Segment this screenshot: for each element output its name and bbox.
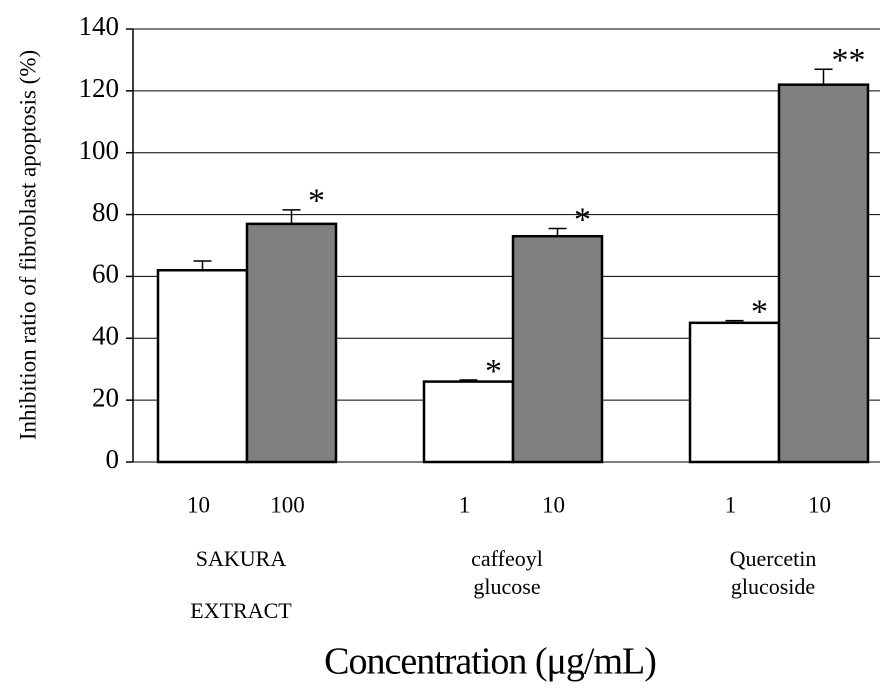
group-label: EXTRACT bbox=[190, 598, 292, 623]
bar bbox=[245, 222, 338, 464]
x-tick-label: 100 bbox=[270, 492, 305, 517]
x-axis-label: Concentration (μg/mL) bbox=[324, 641, 656, 683]
bar bbox=[422, 380, 515, 464]
significance: ** bbox=[832, 42, 866, 79]
significance: * bbox=[308, 183, 325, 220]
y-axis-label: Inhibition ratio of fibroblast apoptosis… bbox=[15, 50, 40, 440]
y-tick-label: 20 bbox=[92, 382, 119, 412]
significance: * bbox=[574, 201, 591, 238]
x-tick-label: 1 bbox=[725, 492, 737, 517]
y-tick-label: 100 bbox=[79, 135, 120, 165]
group-label: Quercetin bbox=[730, 546, 817, 571]
significance: * bbox=[751, 293, 768, 330]
group-label: glucose bbox=[473, 574, 540, 599]
y-tick-label: 80 bbox=[92, 197, 119, 227]
y-tick-label: 40 bbox=[92, 320, 119, 350]
x-tick-label: 10 bbox=[808, 492, 831, 517]
group-label: glucoside bbox=[731, 574, 815, 599]
bar bbox=[777, 83, 870, 464]
y-tick-label: 0 bbox=[106, 444, 120, 474]
y-tick-label: 140 bbox=[79, 11, 120, 41]
y-tick-label: 60 bbox=[92, 259, 119, 289]
x-tick-label: 10 bbox=[542, 492, 565, 517]
significance: * bbox=[485, 353, 502, 390]
bar bbox=[511, 234, 604, 464]
y-tick-label: 120 bbox=[79, 73, 120, 103]
group-label: SAKURA bbox=[196, 546, 287, 571]
x-tick-label: 10 bbox=[187, 492, 210, 517]
bar bbox=[156, 268, 249, 464]
x-tick-label: 1 bbox=[459, 492, 471, 517]
group-label: caffeoyl bbox=[471, 546, 543, 571]
bar bbox=[688, 321, 781, 464]
